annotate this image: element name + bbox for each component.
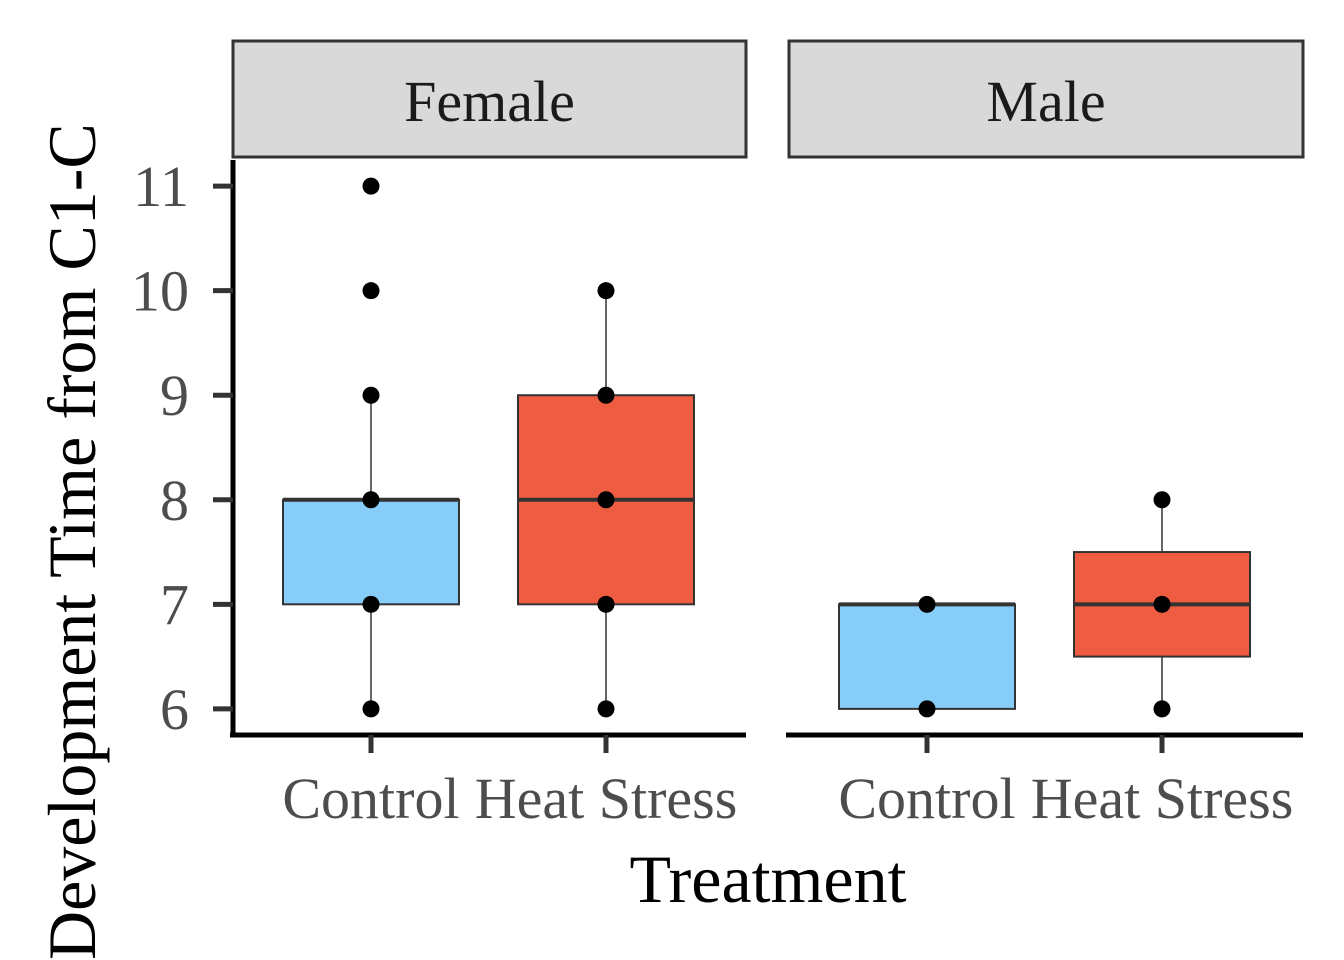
facet-strip-male [787,39,1305,159]
data-point-male-heat-stress [1153,491,1171,509]
data-point-male-heat-stress [1153,700,1171,718]
x-tick-label-female-heat-stress: Heat Stress [475,766,738,831]
data-point-female-heat-stress [597,491,615,509]
y-axis-title: Development Time from C1-C [34,123,110,960]
data-point-female-control [362,386,380,404]
box-male-control [838,603,1016,710]
data-point-female-control [362,282,380,300]
data-point-female-heat-stress [597,595,615,613]
y-tick-label-11: 11 [133,154,189,219]
data-point-male-control [918,700,936,718]
box-female-control [282,498,460,606]
data-point-male-control [918,595,936,613]
y-tick-label-10: 10 [131,259,189,324]
data-point-female-control [362,700,380,718]
facet-label-female: Female [404,69,575,134]
x-axis-title: Treatment [629,841,906,917]
data-point-female-heat-stress [597,282,615,300]
y-tick-label-9: 9 [160,363,189,428]
facet-label-male: Male [986,69,1105,134]
data-point-male-heat-stress [1153,595,1171,613]
y-tick-label-7: 7 [160,572,189,637]
data-point-female-heat-stress [597,700,615,718]
x-tick-label-female-control: Control [282,766,459,831]
data-point-female-heat-stress [597,386,615,404]
x-tick-label-male-heat-stress: Heat Stress [1031,766,1294,831]
data-point-female-control [362,595,380,613]
y-tick-label-6: 6 [160,677,189,742]
y-tick-label-8: 8 [160,468,189,533]
x-tick-label-male-control: Control [838,766,1015,831]
facet-strip-female [231,39,748,159]
data-point-female-control [362,177,380,195]
data-point-female-control [362,491,380,509]
